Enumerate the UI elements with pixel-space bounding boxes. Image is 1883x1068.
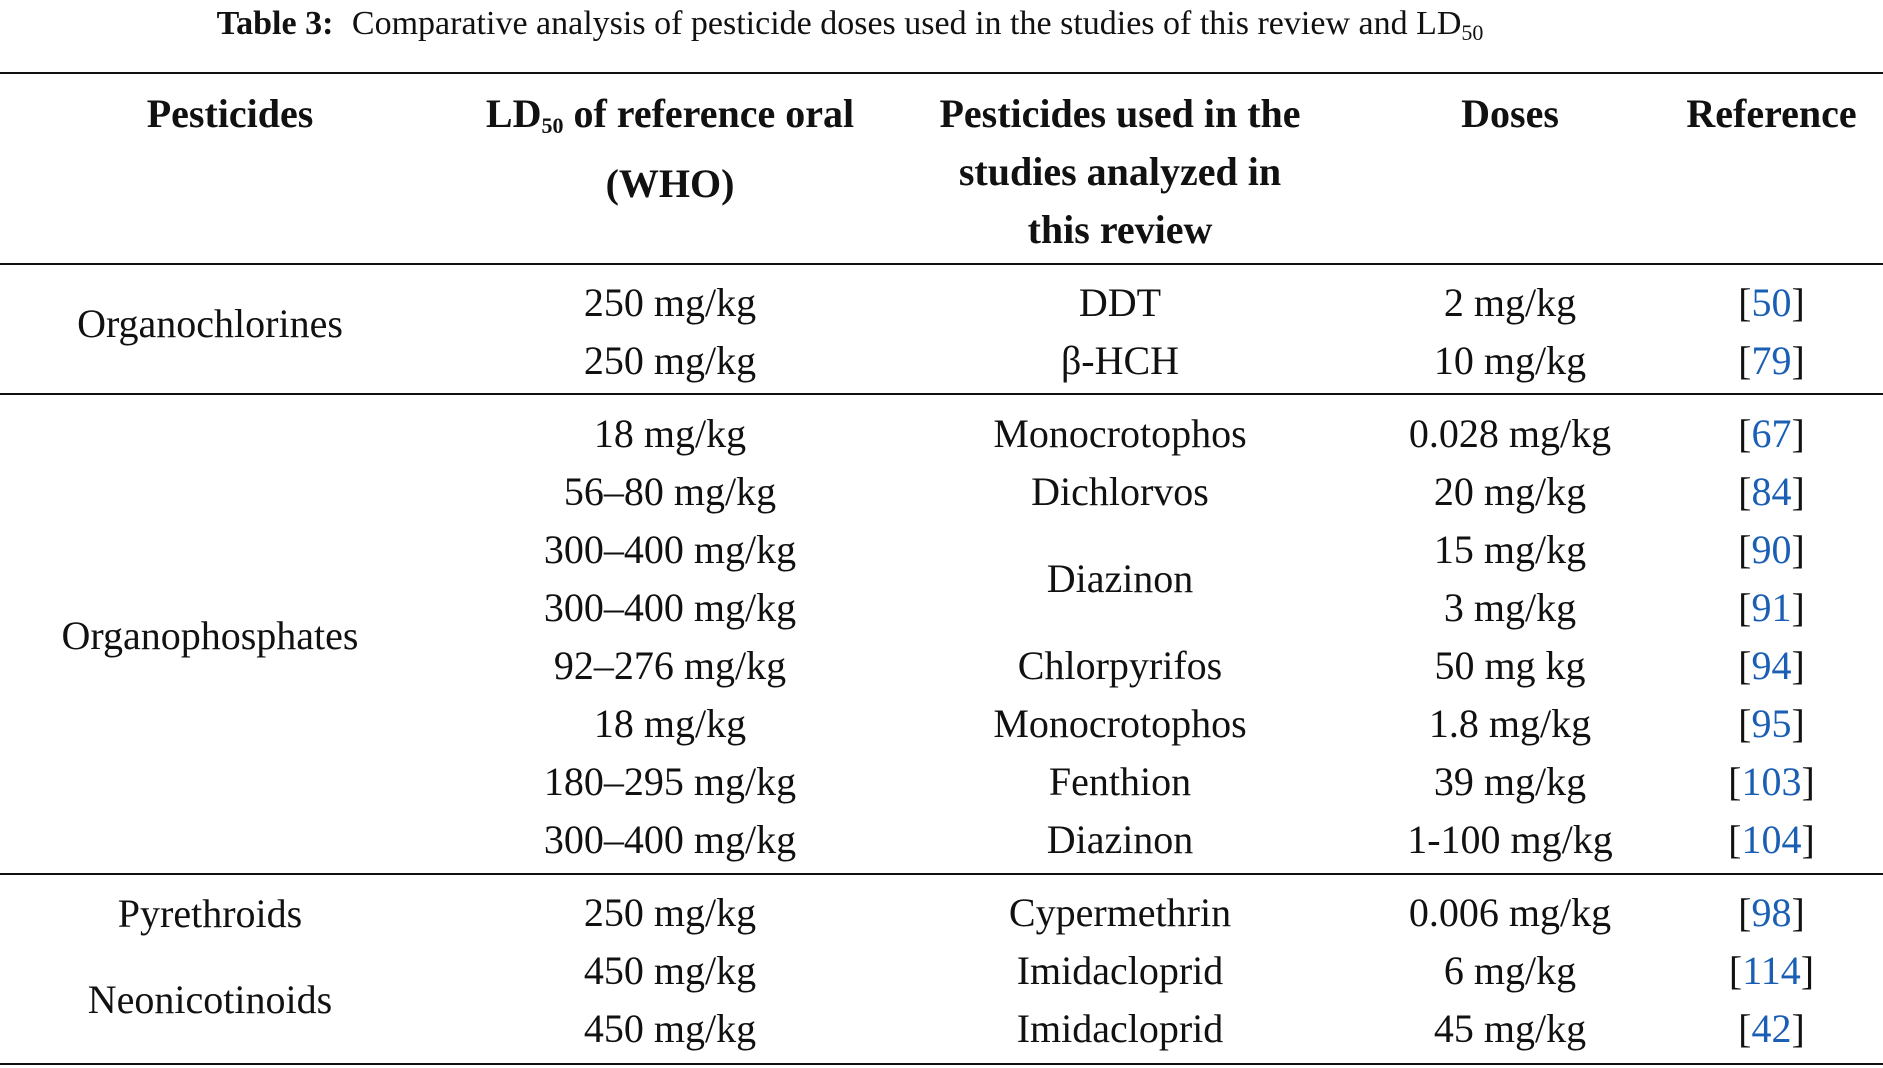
cell-pesticide: Fenthion — [1048, 759, 1192, 804]
cell-ld50: 56–80 mg/kg — [563, 469, 777, 514]
cell-pesticide: Chlorpyrifos — [1017, 643, 1223, 688]
group-pyrethroids: Pyrethroids — [117, 891, 303, 936]
reference-link[interactable]: 79 — [1751, 338, 1792, 383]
cell-dose: 50 mg kg — [1434, 643, 1586, 688]
reference-link[interactable]: 103 — [1741, 759, 1802, 804]
cell-ld50: 300–400 mg/kg — [543, 817, 797, 862]
header-rule — [0, 263, 1883, 265]
cell-pesticide: Monocrotophos — [993, 411, 1247, 456]
header-ld50-line2: (WHO) — [605, 161, 735, 206]
cell-ld50: 300–400 mg/kg — [543, 585, 797, 630]
table-caption: Table 3: Comparative analysis of pestici… — [0, 4, 1700, 53]
cell-dose: 10 mg/kg — [1433, 338, 1587, 383]
caption-subscript: 50 — [1461, 20, 1484, 45]
cell-dose: 1.8 mg/kg — [1428, 701, 1592, 746]
cell-pesticide: Diazinon — [1046, 556, 1194, 601]
cell-ld50: 300–400 mg/kg — [543, 527, 797, 572]
header-studies-line2: studies analyzed in — [958, 149, 1282, 194]
group-organophosphates: Organophosphates — [61, 613, 359, 658]
cell-ld50: 180–295 mg/kg — [543, 759, 797, 804]
header-reference: Reference — [1686, 91, 1857, 136]
caption-label: Table 3: — [216, 5, 334, 42]
reference-link[interactable]: 67 — [1751, 411, 1792, 456]
group-neonicotinoids: Neonicotinoids — [87, 977, 333, 1022]
cell-reference[interactable]: [114] — [1728, 948, 1815, 993]
cell-reference[interactable]: [103] — [1728, 759, 1815, 804]
cell-ld50: 250 mg/kg — [583, 280, 757, 325]
cell-reference[interactable]: [79] — [1738, 338, 1805, 383]
cell-reference[interactable]: [104] — [1728, 817, 1815, 862]
cell-reference[interactable]: [84] — [1738, 469, 1805, 514]
reference-link[interactable]: 114 — [1742, 948, 1801, 993]
header-studies-line3: this review — [1027, 207, 1213, 252]
group-rule-2 — [0, 873, 1883, 875]
reference-link[interactable]: 104 — [1741, 817, 1802, 862]
cell-pesticide: Monocrotophos — [993, 701, 1247, 746]
top-rule — [0, 72, 1883, 74]
cell-dose: 1-100 mg/kg — [1407, 817, 1613, 862]
cell-dose: 0.006 mg/kg — [1408, 890, 1612, 935]
reference-link[interactable]: 94 — [1751, 643, 1792, 688]
cell-reference[interactable]: [98] — [1738, 890, 1805, 935]
cell-reference[interactable]: [95] — [1738, 701, 1805, 746]
cell-pesticide: Cypermethrin — [1008, 890, 1232, 935]
cell-pesticide: Dichlorvos — [1031, 469, 1209, 514]
cell-ld50: 92–276 mg/kg — [553, 643, 787, 688]
cell-dose: 3 mg/kg — [1443, 585, 1577, 630]
cell-reference[interactable]: [50] — [1738, 280, 1805, 325]
header-ld50: LD50 of reference oral (WHO) — [450, 85, 890, 213]
cell-dose: 0.028 mg/kg — [1408, 411, 1612, 456]
reference-link[interactable]: 42 — [1751, 1006, 1792, 1051]
header-ld50-main: LD — [485, 91, 542, 136]
reference-link[interactable]: 95 — [1751, 701, 1792, 746]
cell-reference[interactable]: [94] — [1738, 643, 1805, 688]
header-studies: Pesticides used in the studies analyzed … — [900, 85, 1340, 259]
group-organochlorines: Organochlorines — [77, 301, 343, 346]
reference-link[interactable]: 50 — [1751, 280, 1792, 325]
cell-ld50: 250 mg/kg — [583, 338, 757, 383]
cell-dose: 2 mg/kg — [1443, 280, 1577, 325]
cell-pesticide: DDT — [1078, 280, 1162, 325]
cell-ld50: 450 mg/kg — [583, 948, 757, 993]
group-rule-1 — [0, 393, 1883, 395]
cell-dose: 20 mg/kg — [1433, 469, 1587, 514]
cell-pesticide: Imidacloprid — [1016, 948, 1224, 993]
cell-ld50: 18 mg/kg — [593, 411, 747, 456]
cell-dose: 39 mg/kg — [1433, 759, 1587, 804]
header-doses: Doses — [1461, 91, 1559, 136]
cell-pesticide: Diazinon — [1046, 817, 1194, 862]
cell-ld50: 18 mg/kg — [593, 701, 747, 746]
reference-link[interactable]: 90 — [1751, 527, 1792, 572]
cell-ld50: 250 mg/kg — [583, 890, 757, 935]
cell-pesticide: β-HCH — [1060, 338, 1180, 383]
cell-reference[interactable]: [91] — [1738, 585, 1805, 630]
reference-link[interactable]: 91 — [1751, 585, 1792, 630]
cell-reference[interactable]: [67] — [1738, 411, 1805, 456]
reference-link[interactable]: 84 — [1751, 469, 1792, 514]
cell-reference[interactable]: [42] — [1738, 1006, 1805, 1051]
header-ld50-sub: 50 — [541, 113, 564, 138]
cell-pesticide: Imidacloprid — [1016, 1006, 1224, 1051]
cell-reference[interactable]: [90] — [1738, 527, 1805, 572]
bottom-rule — [0, 1063, 1883, 1065]
cell-ld50: 450 mg/kg — [583, 1006, 757, 1051]
header-pesticides: Pesticides — [146, 91, 314, 136]
cell-dose: 45 mg/kg — [1433, 1006, 1587, 1051]
caption-text: Comparative analysis of pesticide doses … — [351, 5, 1462, 42]
cell-dose: 6 mg/kg — [1443, 948, 1577, 993]
header-ld50-rest: of reference oral — [563, 91, 855, 136]
cell-dose: 15 mg/kg — [1433, 527, 1587, 572]
header-studies-line1: Pesticides used in the — [939, 91, 1301, 136]
reference-link[interactable]: 98 — [1751, 890, 1792, 935]
